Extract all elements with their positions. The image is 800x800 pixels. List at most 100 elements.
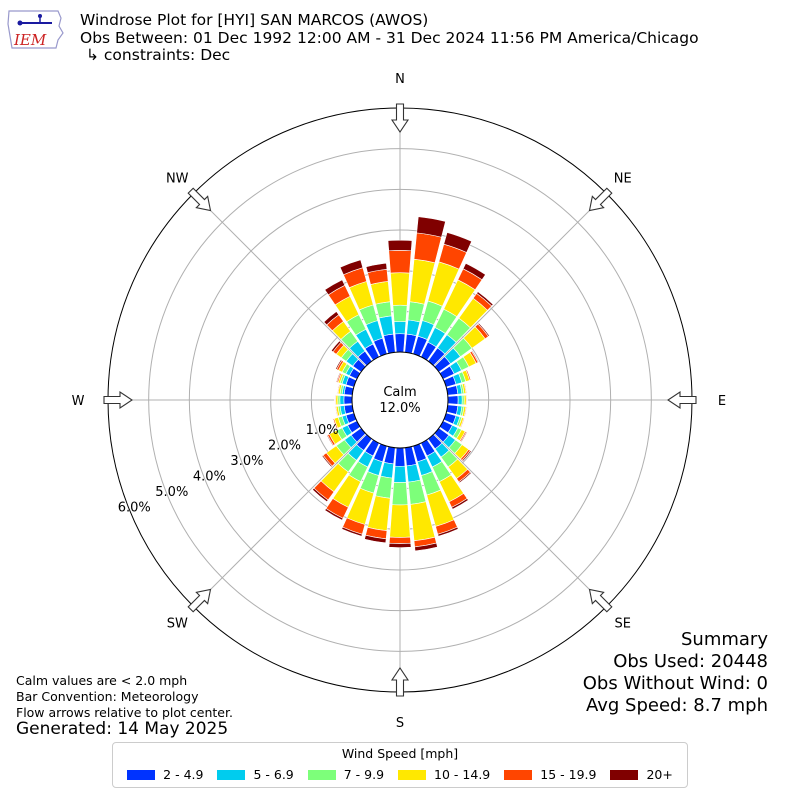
legend-swatch bbox=[127, 769, 156, 780]
windrose-bar-segment bbox=[330, 340, 342, 353]
grid-spoke bbox=[433, 193, 607, 367]
legend-item: 5 - 6.9 bbox=[217, 767, 294, 782]
direction-label-s: S bbox=[396, 716, 404, 731]
direction-label-w: W bbox=[72, 394, 85, 409]
legend-items: 2 - 4.9 5 - 6.9 7 - 9.9 10 - 14.9 15 - 19.9 2… bbox=[113, 767, 687, 782]
legend-item: 7 - 9.9 bbox=[307, 767, 385, 782]
flow-arrows-note: Flow arrows relative to plot center. bbox=[16, 705, 233, 720]
windrose-bar-segment bbox=[324, 279, 346, 296]
windrose-bar-segment bbox=[339, 395, 345, 405]
windrose-bars bbox=[312, 216, 494, 552]
windrose-bar-segment bbox=[387, 239, 413, 252]
summary-title: Summary bbox=[681, 629, 768, 650]
chart-title: Windrose Plot for [HYI] SAN MARCOS (AWOS… bbox=[80, 11, 429, 29]
windrose-bar-segment bbox=[341, 526, 363, 537]
windrose-bar-segment bbox=[390, 272, 410, 306]
summary-obs-without-wind: Obs Without Wind: 0 bbox=[582, 673, 768, 694]
windrose-bar-segment bbox=[388, 542, 412, 548]
generated-date: Generated: 14 May 2025 bbox=[16, 719, 229, 739]
windrose-bar-segment bbox=[324, 508, 344, 521]
windrose-bar-segment bbox=[321, 454, 333, 468]
radial-tick-label: 5.0% bbox=[155, 485, 188, 500]
windrose-bar-segment bbox=[343, 395, 353, 405]
direction-label-ne: NE bbox=[614, 171, 632, 186]
flow-arrow-icon bbox=[588, 187, 613, 212]
legend-item: 20+ bbox=[610, 767, 673, 782]
windrose-bar-segment bbox=[471, 350, 480, 363]
direction-label-n: N bbox=[395, 72, 405, 87]
windrose-bar-segment bbox=[416, 216, 446, 238]
windrose-bar-segment bbox=[339, 259, 364, 276]
calm-value: 12.0% bbox=[379, 401, 420, 416]
radial-tick-label: 2.0% bbox=[268, 438, 301, 453]
windrose-bar-segment bbox=[391, 482, 409, 506]
windrose-bar-segment bbox=[464, 382, 468, 394]
logo-text: IEM bbox=[13, 31, 47, 49]
flow-arrow-icon bbox=[588, 588, 613, 613]
windrose-bar-segment bbox=[335, 372, 341, 383]
windrose-bar-segment bbox=[394, 447, 406, 467]
legend-label: 7 - 9.9 bbox=[343, 767, 385, 782]
radial-tick-label: 3.0% bbox=[230, 454, 263, 469]
windrose-bar-segment bbox=[365, 262, 388, 274]
axis-labels: NNEESESSWWNW0.0%1.0%2.0%3.0%4.0%5.0%6.0% bbox=[72, 72, 727, 731]
summary-obs-used: Obs Used: 20448 bbox=[613, 651, 768, 672]
legend-item: 2 - 4.9 bbox=[127, 767, 203, 782]
windrose-bar-segment bbox=[476, 291, 494, 307]
iowa-map-icon: IEM bbox=[7, 10, 64, 49]
windrose-bar-segment bbox=[388, 536, 412, 544]
legend-item: 15 - 19.9 bbox=[504, 767, 596, 782]
windrose-bar-segment bbox=[413, 232, 442, 264]
legend-swatch bbox=[610, 769, 639, 780]
chart-subtitle: Obs Between: 01 Dec 1992 12:00 AM - 31 D… bbox=[80, 29, 699, 47]
windrose-bar-segment bbox=[407, 301, 425, 323]
flow-arrow-icon bbox=[103, 390, 133, 410]
bar-convention-note: Bar Convention: Meteorology bbox=[16, 689, 199, 704]
windrose-bar-segment bbox=[466, 394, 468, 406]
windrose-bar-segment bbox=[437, 526, 459, 537]
legend: Wind Speed [mph] 2 - 4.9 5 - 6.9 7 - 9.9 10… bbox=[112, 742, 688, 788]
windrose-bar-segment bbox=[458, 471, 472, 484]
windrose-bar-segment bbox=[464, 406, 468, 418]
windrose-bar-segment bbox=[414, 542, 438, 552]
flow-arrow-icon bbox=[187, 187, 212, 212]
radial-tick-label: 1.0% bbox=[306, 423, 339, 438]
windrose-bar-segment bbox=[323, 311, 340, 326]
legend-swatch bbox=[217, 769, 246, 780]
legend-item: 10 - 14.9 bbox=[398, 767, 490, 782]
direction-label-se: SE bbox=[615, 617, 631, 632]
calm-circle bbox=[351, 351, 449, 449]
windrose-bar-segment bbox=[443, 232, 473, 253]
windrose-bar-segment bbox=[447, 395, 459, 405]
grid-spoke bbox=[193, 433, 367, 607]
summary-avg-speed: Avg Speed: 8.7 mph bbox=[586, 695, 768, 716]
legend-label: 15 - 19.9 bbox=[540, 767, 597, 782]
legend-title: Wind Speed [mph] bbox=[341, 746, 459, 761]
windrose-bar-segment bbox=[393, 321, 407, 335]
grid-spoke bbox=[433, 433, 607, 607]
windrose-bar-segment bbox=[446, 404, 459, 415]
windrose-bar-segment bbox=[375, 301, 392, 319]
windrose-bar-segment bbox=[375, 475, 393, 499]
flow-arrow-icon bbox=[667, 390, 697, 410]
windrose-bar-segment bbox=[392, 304, 408, 323]
windrose-bar-segment bbox=[446, 385, 459, 396]
flow-arrows bbox=[103, 103, 697, 697]
windrose-bar-segment bbox=[393, 465, 407, 483]
grid-spoke bbox=[193, 193, 367, 367]
direction-label-nw: NW bbox=[166, 171, 189, 186]
iem-logo: IEM bbox=[6, 6, 66, 52]
windrose-bar-segment bbox=[389, 504, 411, 538]
windrose-bar-segment bbox=[462, 262, 486, 281]
windrose-bar-segment bbox=[451, 498, 469, 510]
windrose-bar-segment bbox=[370, 281, 391, 305]
legend-label: 10 - 14.9 bbox=[434, 767, 491, 782]
windrose-bar-segment bbox=[406, 463, 421, 483]
windrose-bar-segment bbox=[335, 359, 343, 370]
legend-label: 5 - 6.9 bbox=[253, 767, 294, 782]
windrose-bar-segment bbox=[326, 434, 334, 447]
radial-tick-label: 6.0% bbox=[118, 501, 151, 516]
calm-label: Calm bbox=[383, 385, 416, 400]
windrose-bar-segment bbox=[457, 395, 463, 405]
